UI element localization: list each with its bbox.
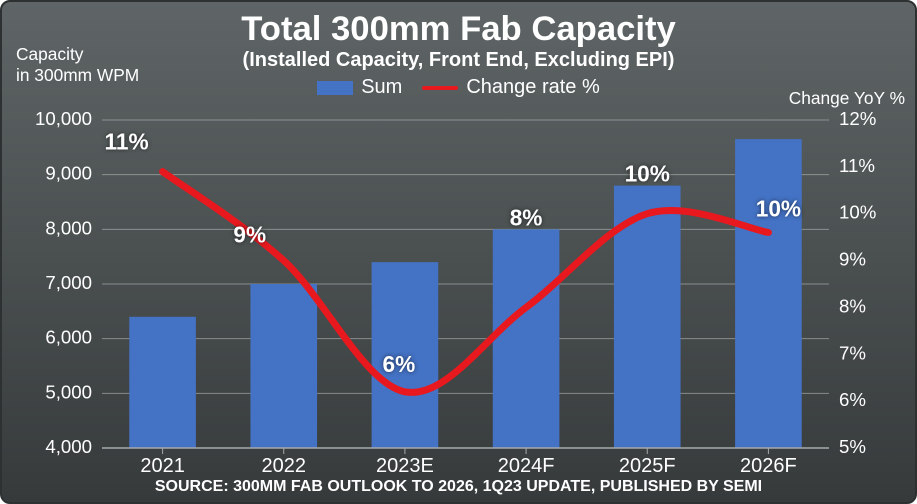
bar	[493, 229, 560, 448]
x-category-label: 2023E	[376, 455, 434, 477]
y-left-tick-label: 9,000	[45, 163, 92, 184]
y-left-tick-label: 5,000	[45, 381, 92, 402]
x-category-label: 2025F	[619, 455, 676, 477]
legend-item-change: Change rate %	[422, 76, 599, 99]
bar	[735, 139, 802, 448]
y-right-tick-label: 11%	[839, 155, 875, 176]
legend-swatch-line	[422, 86, 458, 90]
chart-container: Total 300mm Fab Capacity (Installed Capa…	[0, 0, 917, 504]
y-right-tick-label: 10%	[839, 202, 876, 223]
y-right-tick-label: 5%	[839, 436, 866, 457]
legend-item-sum: Sum	[317, 76, 402, 99]
y-left-tick-label: 7,000	[45, 272, 92, 293]
plot-svg: 4,0005,0006,0007,0008,0009,00010,0005%6%…	[102, 120, 829, 448]
y-left-title-line1: Capacity	[16, 44, 139, 65]
x-category-label: 2022	[262, 455, 307, 477]
y-left-title-line2: in 300mm WPM	[16, 65, 139, 86]
x-category-label: 2026F	[740, 455, 797, 477]
y-left-tick-label: 8,000	[45, 217, 92, 238]
x-category-label: 2021	[140, 455, 185, 477]
y-right-tick-label: 9%	[839, 249, 866, 270]
data-label: 10%	[625, 161, 670, 187]
y-right-tick-label: 7%	[839, 342, 866, 363]
y-right-tick-label: 8%	[839, 295, 866, 316]
data-label: 9%	[233, 222, 266, 248]
bar	[250, 284, 317, 448]
legend-label-change: Change rate %	[466, 76, 599, 99]
y-right-tick-label: 12%	[839, 108, 876, 129]
data-label: 11%	[105, 129, 149, 155]
chart-title: Total 300mm Fab Capacity	[2, 2, 915, 49]
y-right-axis-title: Change YoY %	[789, 88, 905, 109]
y-left-tick-label: 10,000	[35, 108, 92, 129]
bar	[129, 317, 196, 448]
y-right-tick-label: 6%	[839, 389, 866, 410]
source-footer: SOURCE: 300MM FAB OUTLOOK TO 2026, 1Q23 …	[2, 478, 915, 496]
legend-swatch-bar	[317, 81, 353, 95]
plot-area: 4,0005,0006,0007,0008,0009,00010,0005%6%…	[102, 120, 829, 448]
data-label: 6%	[383, 351, 416, 377]
y-left-tick-label: 6,000	[45, 327, 92, 348]
y-left-tick-label: 4,000	[45, 436, 92, 457]
data-label: 8%	[510, 204, 543, 230]
data-label: 10%	[756, 195, 801, 221]
y-left-axis-title: Capacity in 300mm WPM	[16, 44, 139, 86]
x-category-label: 2024F	[498, 455, 555, 477]
legend-label-sum: Sum	[361, 76, 402, 99]
